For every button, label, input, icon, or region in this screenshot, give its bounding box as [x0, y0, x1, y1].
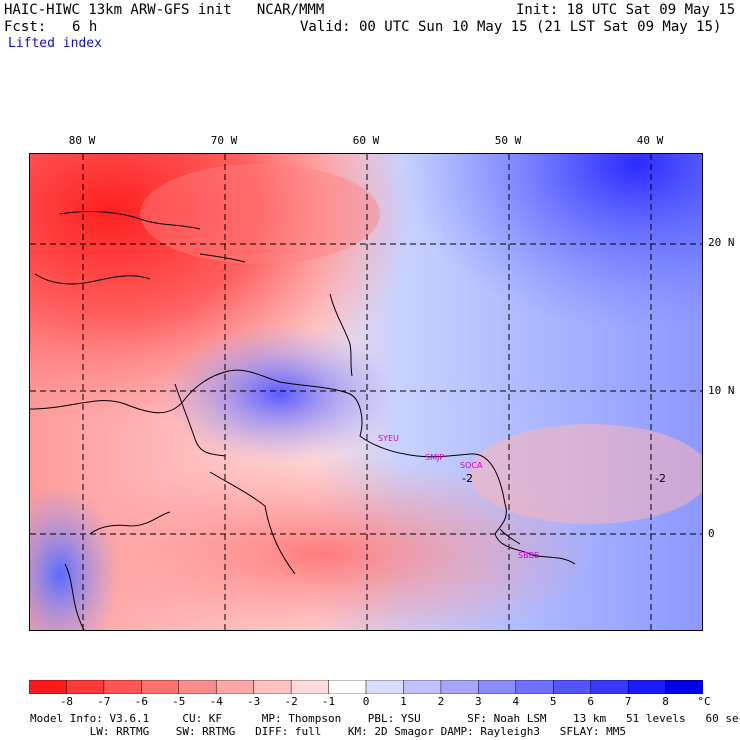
- colorbar-tick-label: 5: [549, 695, 557, 708]
- colorbar-tick-label: -1: [321, 695, 336, 708]
- field-name: Lifted index: [8, 36, 102, 51]
- colorbar-tick-label: 4: [512, 695, 520, 708]
- colorbar-swatch: [66, 680, 105, 694]
- colorbar-swatch: [290, 680, 330, 694]
- contour-label: -2: [655, 472, 666, 485]
- map-canvas: SYEU SMJP SOCA SBBE -2 -2: [30, 154, 702, 630]
- colorbar-swatch: [253, 680, 292, 694]
- colorbar-swatch: [478, 680, 517, 694]
- colorbar-tick-label: 8: [662, 695, 669, 708]
- lat-label-20n: 20 N: [708, 236, 735, 249]
- valid-time: Valid: 00 UTC Sun 10 May 15 (21 LST Sat …: [300, 19, 722, 35]
- colorbar-swatch: [515, 680, 554, 694]
- colorbar-swatch: [403, 680, 442, 694]
- colorbar-swatch: [215, 680, 255, 694]
- shading-layer: [30, 154, 702, 630]
- colorbar-tick-label: -3: [247, 695, 261, 708]
- colorbar-tick-label: -2: [284, 695, 298, 708]
- colorbar-tick-label: 3: [475, 695, 482, 708]
- colorbar-tick-label: 6: [587, 695, 594, 708]
- colorbar-swatch: [141, 680, 180, 694]
- coastlines: [30, 211, 576, 630]
- colorbar-tick-label: -4: [209, 695, 223, 708]
- station-label-soca: SOCA: [460, 461, 483, 470]
- colorbar-tick-label: -8: [59, 695, 74, 708]
- colorbar-tick-label: 1: [400, 695, 407, 708]
- model-info-line-2: LW: RRTMG SW: RRTMG DIFF: full KM: 2D Sm…: [30, 725, 627, 738]
- lifted-index-map: SYEU SMJP SOCA SBBE -2 -2: [29, 153, 703, 631]
- lon-label-60w: 60 W: [352, 134, 380, 147]
- colorbar-swatch: [103, 680, 143, 694]
- colorbar-tick-label: 2: [437, 695, 445, 708]
- lat-label-0: 0: [708, 527, 715, 540]
- colorbar-swatch: [328, 680, 367, 694]
- colorbar-swatch: [590, 680, 629, 694]
- colorbar-tick-label: 7: [624, 695, 632, 708]
- model-info-line-1: Model Info: V3.6.1 CU: KF MP: Thompson P…: [30, 712, 740, 725]
- station-label-smjp: SMJP: [425, 453, 444, 462]
- lat-label-10n: 10 N: [708, 384, 735, 397]
- forecast-label: Fcst:: [4, 19, 47, 35]
- colorbar-swatch: [627, 680, 667, 694]
- lon-label-50w: 50 W: [494, 134, 522, 147]
- colorbar-swatch: [440, 680, 480, 694]
- graticule: [30, 154, 702, 630]
- colorbar-swatch: [665, 680, 703, 694]
- station-label-sbbe: SBBE: [518, 551, 539, 560]
- station-label-syeu: SYEU: [378, 434, 399, 443]
- colorbar-unit: °C: [697, 695, 711, 708]
- forecast-hour: 6 h: [72, 19, 98, 35]
- init-time: Init: 18 UTC Sat 09 May 15: [516, 2, 736, 18]
- model-title: HAIC-HIWC 13km ARW-GFS init NCAR/MMM: [4, 2, 325, 18]
- colorbar-tick-label: -7: [97, 695, 111, 708]
- colorbar: [29, 680, 703, 694]
- lon-label-70w: 70 W: [210, 134, 238, 147]
- colorbar-swatch: [29, 680, 68, 694]
- colorbar-tick-label: -5: [172, 695, 186, 708]
- colorbar-tick-label: 0: [362, 695, 370, 708]
- contour-label: -2: [462, 472, 473, 485]
- lon-label-40w: 40 W: [636, 134, 664, 147]
- colorbar-swatch: [552, 680, 592, 694]
- colorbar-tick-label: -6: [134, 695, 148, 708]
- lon-label-80w: 80 W: [68, 134, 96, 147]
- colorbar-swatch: [178, 680, 217, 694]
- colorbar-swatch: [365, 680, 405, 694]
